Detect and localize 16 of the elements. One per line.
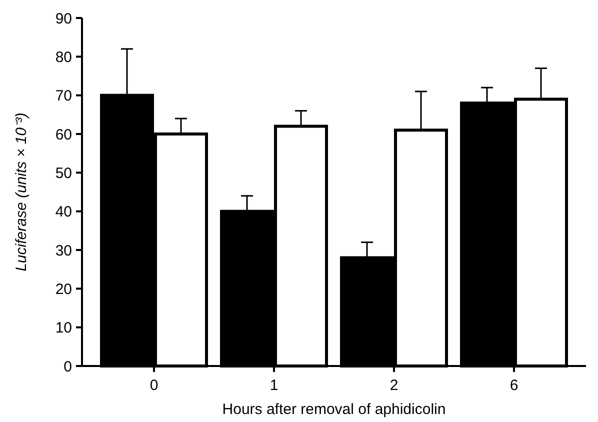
y-tick-label: 30: [55, 242, 72, 260]
y-tick-label: 40: [55, 204, 72, 221]
y-tick-label: 70: [55, 88, 72, 105]
y-tick-label: 10: [55, 320, 72, 337]
y-tick-label: 0: [64, 358, 72, 376]
x-axis-title: Hours after removal of aphidicolin: [222, 401, 446, 418]
x-tick-label: 6: [510, 377, 518, 394]
x-tick-label: 2: [390, 377, 398, 394]
x-tick-label: 1: [270, 377, 278, 394]
y-tick-label: 20: [55, 280, 72, 298]
y-tick-label: 60: [55, 126, 72, 144]
y-tick-label: 80: [55, 48, 72, 66]
y-axis-title: Luciferase (units × 10⁻³): [13, 112, 30, 272]
x-tick-label: 0: [150, 377, 158, 394]
y-tick-label: 90: [55, 10, 72, 28]
y-tick-label: 50: [55, 164, 72, 182]
